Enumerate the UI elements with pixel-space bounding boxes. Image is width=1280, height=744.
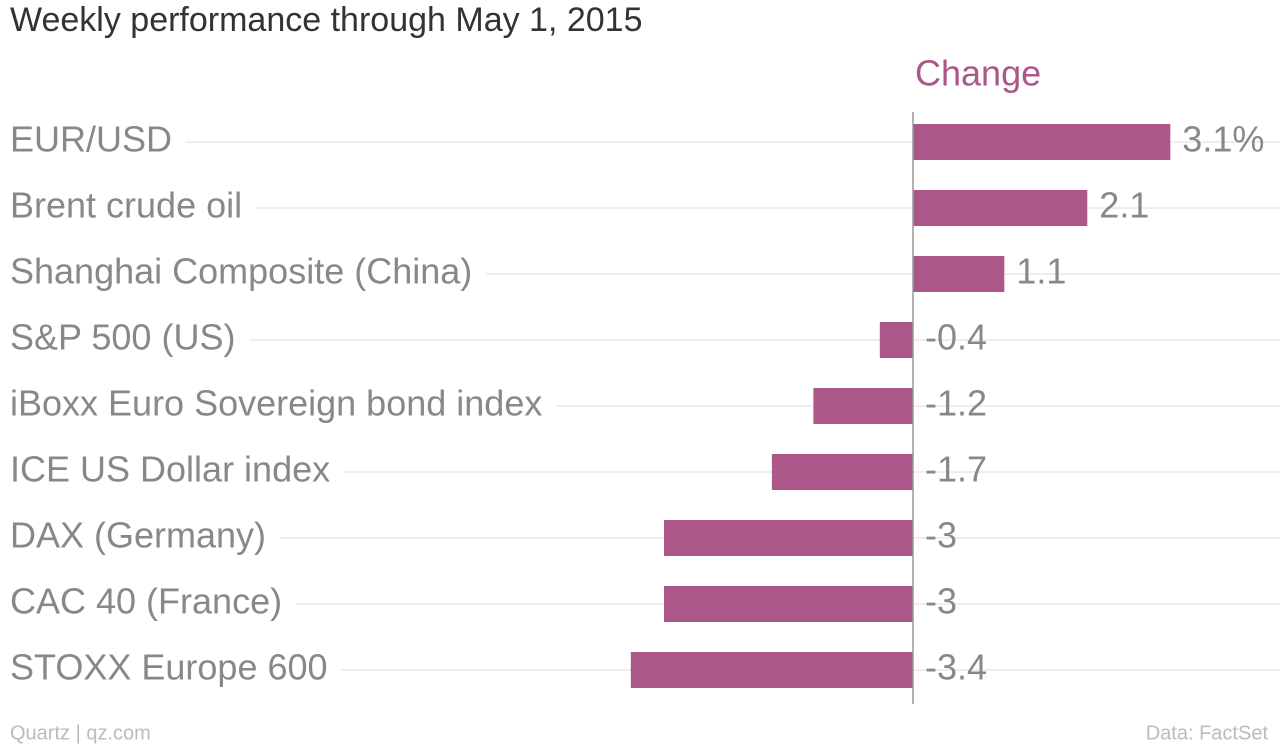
category-label: CAC 40 (France) (10, 581, 282, 622)
bar (664, 586, 913, 622)
category-label: Brent crude oil (10, 185, 242, 226)
value-label: -3.4 (925, 647, 987, 688)
category-label: EUR/USD (10, 119, 172, 160)
credit: Quartz | qz.com (10, 722, 151, 744)
value-label: -0.4 (925, 317, 987, 358)
category-label: ICE US Dollar index (10, 449, 330, 490)
bar (913, 124, 1171, 160)
source: Data: FactSet (1146, 722, 1269, 744)
category-label: iBoxx Euro Sovereign bond index (10, 383, 542, 424)
value-label: -3 (925, 515, 957, 556)
value-label: 3.1% (1182, 119, 1264, 160)
category-label: DAX (Germany) (10, 515, 266, 556)
category-label: Shanghai Composite (China) (10, 251, 472, 292)
value-label: -3 (925, 581, 957, 622)
bar (813, 388, 913, 424)
bar (630, 652, 913, 688)
bar (879, 322, 913, 358)
value-label: -1.2 (925, 383, 987, 424)
chart-title: Weekly performance through May 1, 2015 (10, 1, 643, 39)
bar (913, 256, 1005, 292)
category-label: STOXX Europe 600 (10, 647, 328, 688)
bar (771, 454, 913, 490)
category-label: S&P 500 (US) (10, 317, 235, 358)
value-label: 1.1 (1016, 251, 1066, 292)
value-label: 2.1 (1099, 185, 1149, 226)
series-header: Change (915, 53, 1041, 94)
bar (664, 520, 913, 556)
value-label: -1.7 (925, 449, 987, 490)
bar (913, 190, 1088, 226)
